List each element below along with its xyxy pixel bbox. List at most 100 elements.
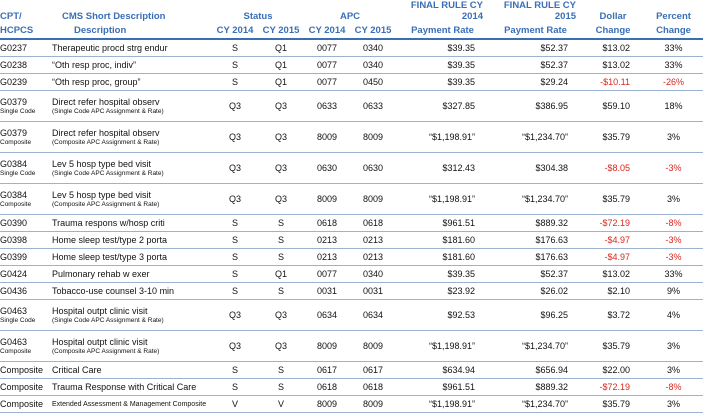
cell-description: “Oth resp proc, indiv” xyxy=(52,56,212,74)
cell-payment-2014: $327.85 xyxy=(396,90,490,122)
code-text: G0237 xyxy=(0,42,28,53)
cell-dollar-change: -$8.05 xyxy=(582,152,645,184)
cell-status-2014: Q3 xyxy=(212,183,258,215)
cell-payment-2015: $29.24 xyxy=(489,73,583,91)
cell-apc-2015: 0340 xyxy=(350,265,397,283)
cell-apc-2015: 0617 xyxy=(350,361,397,379)
cell-percent-change: 3% xyxy=(644,183,703,215)
cell-percent-change: 3% xyxy=(644,330,703,362)
cell-apc-2014: 0633 xyxy=(304,90,351,122)
description-text: “Oth resp proc, indiv” xyxy=(52,59,137,70)
cell-description: Therapeutic procd strg endur xyxy=(52,39,212,57)
cell-payment-2014: $39.35 xyxy=(396,73,490,91)
cell-apc-2014: 0077 xyxy=(304,39,351,57)
cell-description: Trauma Response with Critical Care xyxy=(52,378,212,396)
code-subtext: Composite xyxy=(0,138,32,146)
cell-payment-2015: $889.32 xyxy=(489,214,583,232)
cell-payment-2014: $39.35 xyxy=(396,265,490,283)
cell-percent-change: 33% xyxy=(644,39,703,57)
cell-apc-2015: 0031 xyxy=(350,282,397,300)
cell-percent-change: -8% xyxy=(644,214,703,232)
header-apc: APC xyxy=(339,11,361,22)
cell-status-2014: Q3 xyxy=(212,90,258,122)
cell-description: Home sleep test/type 2 porta xyxy=(52,231,212,249)
cell-code: G0398 xyxy=(0,231,52,249)
cell-percent-change: -8% xyxy=(644,378,703,396)
cell-payment-2014: $181.60 xyxy=(396,248,490,266)
cell-apc-2015: 0340 xyxy=(350,39,397,57)
cell-code: G0463 Composite xyxy=(0,330,52,362)
cell-payment-2014: “$1,198.91” xyxy=(396,395,490,413)
cell-code: Composite xyxy=(0,395,52,413)
cell-status-2014: S xyxy=(212,361,258,379)
cell-payment-2015: $889.32 xyxy=(489,378,583,396)
cell-payment-2015: $386.95 xyxy=(489,90,583,122)
header-final2014-line2: Payment Rate xyxy=(411,25,474,36)
cell-percent-change: 18% xyxy=(644,90,703,122)
cell-percent-change: -26% xyxy=(644,73,703,91)
cell-dollar-change: $13.02 xyxy=(582,39,645,57)
cell-apc-2015: 8009 xyxy=(350,183,397,215)
cell-code: G0239 xyxy=(0,73,52,91)
cell-payment-2014: “$1,198.91” xyxy=(396,121,490,153)
cell-payment-2014: $92.53 xyxy=(396,299,490,331)
description-text: Direct refer hospital observ xyxy=(52,127,160,138)
cell-code: G0463 Single Code xyxy=(0,299,52,331)
code-text: G0436 xyxy=(0,285,28,296)
description-subtext: (Single Code APC Assignment & Rate) xyxy=(52,169,164,177)
cell-apc-2014: 0630 xyxy=(304,152,351,184)
header-apc-cy2014: CY 2014 xyxy=(308,25,346,36)
cell-apc-2015: 0213 xyxy=(350,248,397,266)
cell-status-2014: V xyxy=(212,395,258,413)
cell-status-2015: Q1 xyxy=(258,39,305,57)
cell-status-2014: S xyxy=(212,39,258,57)
description-text: Tobacco-use counsel 3-10 min xyxy=(52,285,175,296)
code-subtext: Single Code xyxy=(0,169,36,177)
cell-status-2014: S xyxy=(212,378,258,396)
cell-status-2015: S xyxy=(258,378,305,396)
cell-apc-2015: 0618 xyxy=(350,214,397,232)
description-subtext: (Single Code APC Assignment & Rate) xyxy=(52,107,164,115)
cell-payment-2015: “$1,234.70” xyxy=(489,395,583,413)
header-cpt-line2: HCPCS xyxy=(0,25,34,36)
cell-status-2014: S xyxy=(212,248,258,266)
cell-apc-2015: 8009 xyxy=(350,121,397,153)
description-text: Direct refer hospital observ xyxy=(52,96,160,107)
cell-apc-2015: 0450 xyxy=(350,73,397,91)
cell-description: Extended Assessment & Management Composi… xyxy=(52,395,212,413)
cell-dollar-change: $35.79 xyxy=(582,395,645,413)
description-subtext: (Composite APC Assignment & Rate) xyxy=(52,138,160,146)
cell-status-2014: Q3 xyxy=(212,330,258,362)
cell-status-2015: Q3 xyxy=(258,299,305,331)
cell-status-2015: Q1 xyxy=(258,56,305,74)
table-row: Composite Critical Care S S 0617 0617 $634.94 $… xyxy=(0,361,703,379)
table-row: G0436 Tobacco-use counsel 3-10 min S S 0031 0… xyxy=(0,282,703,300)
code-text: G0463 xyxy=(0,305,28,316)
cell-status-2014: Q3 xyxy=(212,121,258,153)
cell-payment-2015: “$1,234.70” xyxy=(489,121,583,153)
description-text: Home sleep test/type 2 porta xyxy=(52,234,168,245)
code-text: G0379 xyxy=(0,127,28,138)
cell-apc-2015: 8009 xyxy=(350,395,397,413)
table-row: Composite Trauma Response with Critical C… xyxy=(0,378,703,396)
header-row-top: CPT/ CMS Short Description Status APC FI… xyxy=(0,0,703,22)
description-text: Lev 5 hosp type bed visit xyxy=(52,158,152,169)
code-text: G0379 xyxy=(0,96,28,107)
table-body: G0237 Therapeutic procd strg endur S Q1 0077… xyxy=(0,39,703,413)
description-text: Hospital outpt clinic visit xyxy=(52,305,148,316)
cell-payment-2015: $52.37 xyxy=(489,56,583,74)
cell-apc-2014: 0077 xyxy=(304,56,351,74)
cell-apc-2014: 8009 xyxy=(304,121,351,153)
cell-dollar-change: -$4.97 xyxy=(582,248,645,266)
cell-status-2015: Q1 xyxy=(258,73,305,91)
cell-status-2014: S xyxy=(212,265,258,283)
cell-apc-2014: 8009 xyxy=(304,330,351,362)
header-dollar-line1: Dollar xyxy=(599,11,627,22)
code-text: G0384 xyxy=(0,158,28,169)
cell-code: G0237 xyxy=(0,39,52,57)
cell-code: G0390 xyxy=(0,214,52,232)
code-text: Composite xyxy=(0,364,44,375)
cell-apc-2014: 0213 xyxy=(304,231,351,249)
cell-percent-change: 33% xyxy=(644,265,703,283)
